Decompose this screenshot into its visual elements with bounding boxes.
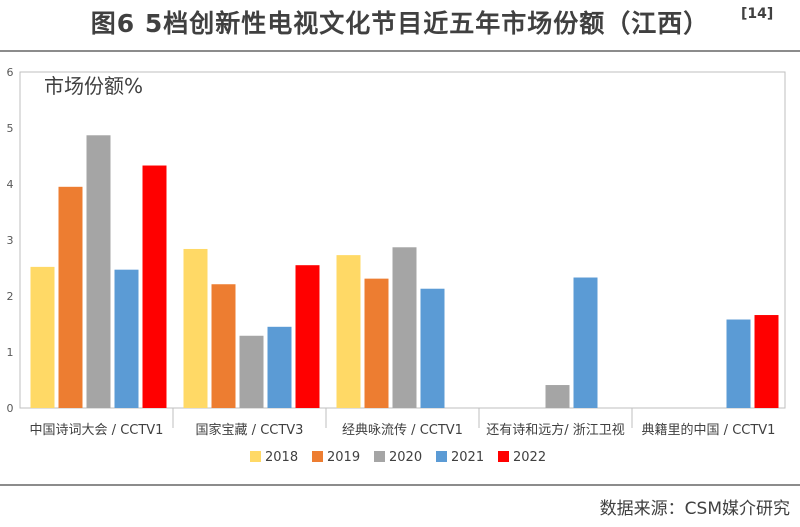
legend-swatch-2022 (498, 451, 509, 462)
y-axis-label: 市场份额% (44, 74, 143, 98)
bar-2018 (30, 266, 55, 408)
legend-swatch-2019 (312, 451, 323, 462)
bar-2022 (754, 315, 779, 408)
legend-label: 2018 (265, 450, 298, 465)
y-tick-label: 1 (7, 346, 14, 359)
top-divider (0, 50, 800, 52)
y-tick-label: 4 (7, 178, 14, 191)
bar-2021 (114, 269, 139, 408)
x-tick-label: 中国诗词大会 / CCTV1 (30, 423, 164, 438)
x-tick-label: 典籍里的中国 / CCTV1 (642, 422, 776, 438)
bar-2021 (420, 288, 445, 408)
legend-label: 2021 (451, 450, 484, 465)
source-note: 数据来源：CSM媒介研究 (599, 499, 790, 519)
bar-2018 (336, 255, 361, 408)
legend-swatch-2020 (374, 451, 385, 462)
x-tick-label: 还有诗和远方/ 浙江卫视 (486, 422, 625, 438)
legend-label: 2022 (513, 450, 546, 465)
bar-2021 (726, 319, 751, 408)
bar-2022 (142, 165, 167, 408)
legend-swatch-2018 (250, 451, 261, 462)
y-tick-label: 3 (7, 234, 14, 247)
x-tick-label: 国家宝藏 / CCTV3 (196, 422, 304, 438)
bar-2022 (295, 265, 320, 408)
y-tick-label: 5 (7, 122, 14, 135)
x-tick-label: 经典咏流传 / CCTV1 (342, 423, 463, 438)
reference-marker: [14] (741, 6, 774, 22)
bar-2020 (392, 247, 417, 408)
legend-label: 2019 (327, 450, 360, 465)
page-title: 图6 5档创新性电视文化节目近五年市场份额（江西） (90, 9, 710, 38)
legend-swatch-2021 (436, 451, 447, 462)
bar-2020 (545, 385, 570, 408)
y-tick-label: 2 (7, 290, 14, 303)
bar-2021 (573, 277, 598, 408)
y-tick-label: 6 (7, 66, 14, 79)
bar-2019 (364, 278, 389, 408)
y-tick-label: 0 (7, 402, 14, 415)
bar-2020 (239, 335, 264, 408)
bar-2019 (211, 284, 236, 408)
bar-2018 (183, 248, 208, 408)
bar-2020 (86, 135, 111, 408)
title-bar: 图6 5档创新性电视文化节目近五年市场份额（江西） (0, 4, 800, 40)
bar-2021 (267, 326, 292, 408)
bottom-divider (0, 484, 800, 486)
legend-label: 2020 (389, 450, 422, 465)
bar-2019 (58, 186, 83, 408)
bar-chart: 0 1 2 3 4 5 6 市场份额% 中国诗词大会 / CCTV1 国家宝藏 / CCTV3 经典… (7, 66, 786, 465)
